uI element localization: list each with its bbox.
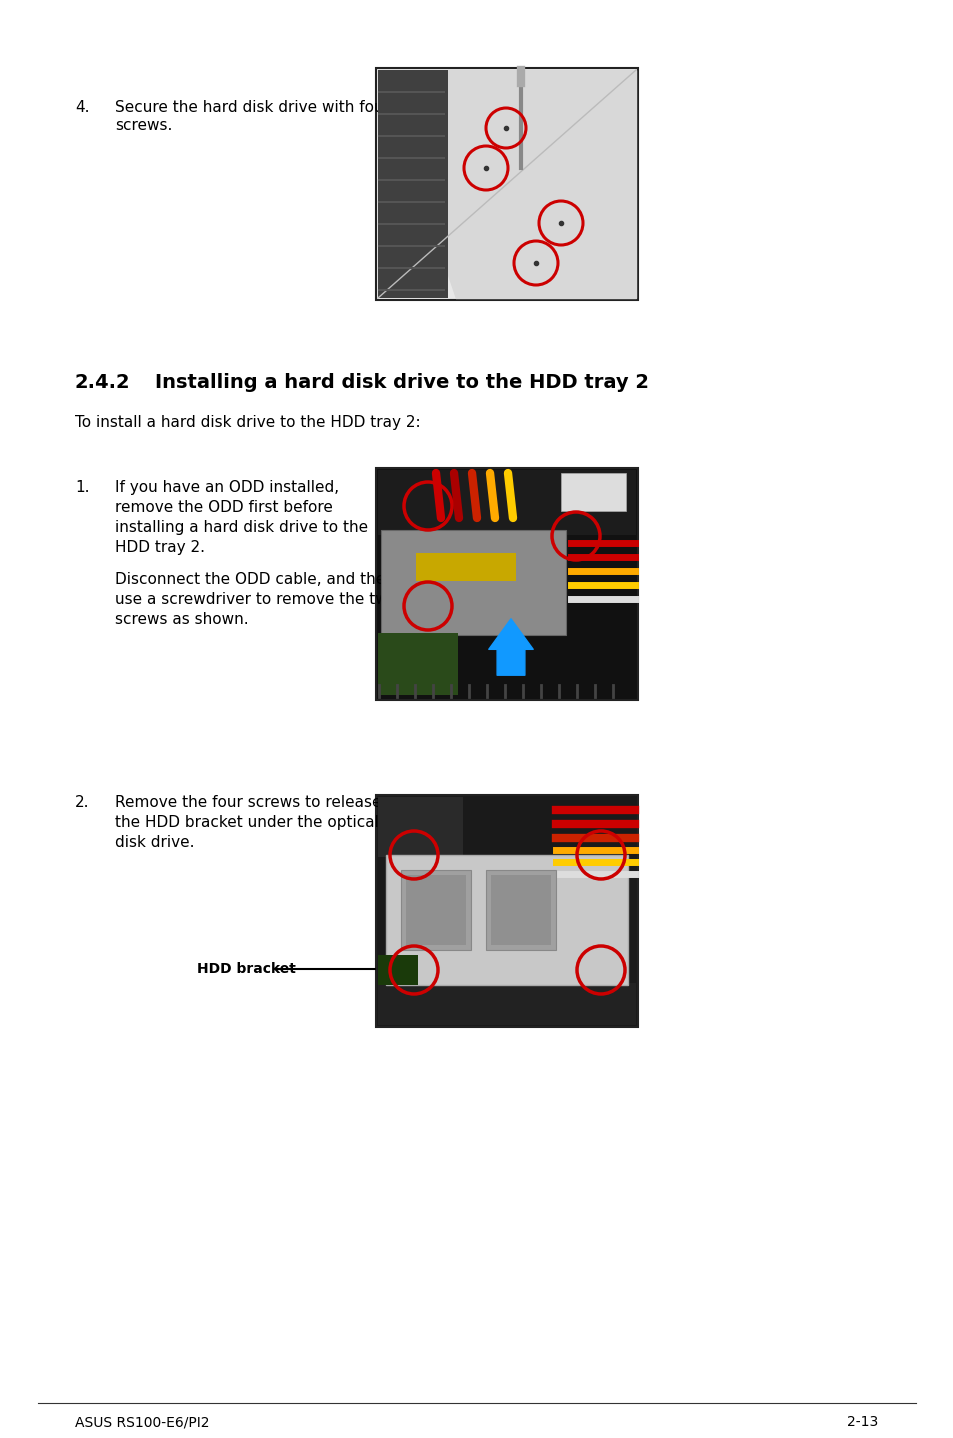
Text: 2.: 2. (75, 795, 90, 810)
Text: Remove the four screws to release: Remove the four screws to release (115, 795, 381, 810)
Bar (377, 470, 636, 535)
Text: Installing a hard disk drive to the HDD tray 2: Installing a hard disk drive to the HDD … (154, 372, 648, 393)
Text: To install a hard disk drive to the HDD tray 2:: To install a hard disk drive to the HDD … (75, 416, 420, 430)
Bar (375, 795, 638, 1027)
Bar (386, 856, 627, 985)
Bar (400, 870, 471, 951)
Bar (375, 68, 638, 301)
Bar (377, 70, 448, 298)
Text: HDD tray 2.: HDD tray 2. (115, 541, 205, 555)
Text: HDD bracket: HDD bracket (196, 962, 295, 976)
Bar (380, 531, 565, 636)
Text: installing a hard disk drive to the: installing a hard disk drive to the (115, 521, 368, 535)
Bar (377, 955, 417, 985)
Text: the HDD bracket under the optical: the HDD bracket under the optical (115, 815, 378, 830)
Text: screws.: screws. (115, 118, 172, 132)
Bar (491, 874, 551, 945)
Text: 2.4.2: 2.4.2 (75, 372, 131, 393)
Text: Disconnect the ODD cable, and then: Disconnect the ODD cable, and then (115, 572, 395, 587)
Text: Secure the hard disk drive with four: Secure the hard disk drive with four (115, 101, 390, 115)
Text: disk drive.: disk drive. (115, 835, 194, 850)
Bar (485, 870, 556, 951)
Bar (377, 984, 636, 1025)
Text: use a screwdriver to remove the two: use a screwdriver to remove the two (115, 592, 396, 607)
Bar (406, 874, 465, 945)
Text: 1.: 1. (75, 480, 90, 495)
Bar (416, 554, 516, 581)
Bar (377, 633, 457, 695)
Text: screws as shown.: screws as shown. (115, 613, 249, 627)
Text: 2-13: 2-13 (846, 1415, 877, 1429)
Text: If you have an ODD installed,: If you have an ODD installed, (115, 480, 338, 495)
Bar (377, 797, 462, 857)
Bar (560, 473, 625, 510)
Polygon shape (377, 70, 636, 298)
Text: remove the ODD first before: remove the ODD first before (115, 500, 333, 515)
Bar (375, 467, 638, 700)
FancyArrowPatch shape (488, 618, 533, 676)
Text: ASUS RS100-E6/PI2: ASUS RS100-E6/PI2 (75, 1415, 210, 1429)
Text: 4.: 4. (75, 101, 90, 115)
